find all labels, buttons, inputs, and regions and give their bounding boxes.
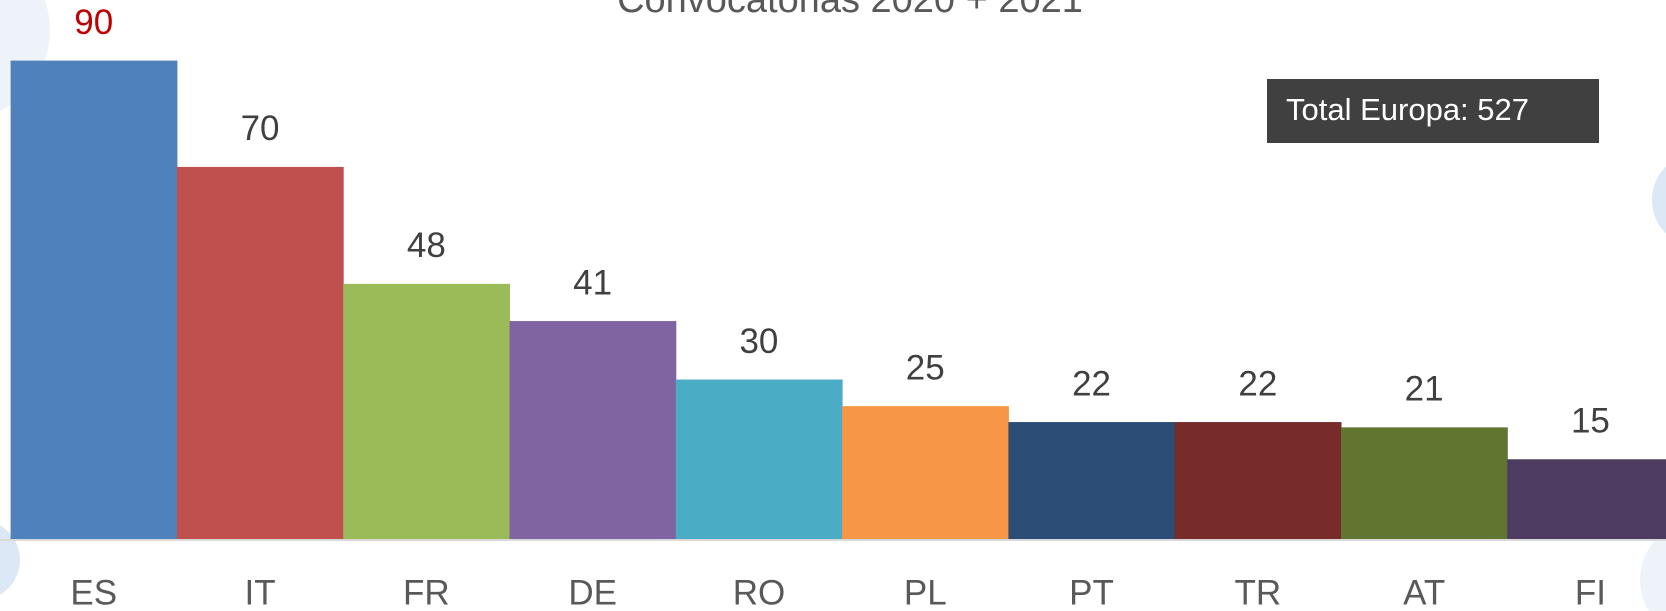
data-label: 15 — [1571, 402, 1610, 441]
bar — [1008, 422, 1176, 539]
bar — [842, 406, 1009, 539]
bar — [176, 166, 344, 539]
decor-circle — [0, 525, 20, 595]
x-tick-label: PL — [904, 573, 947, 611]
bar — [675, 379, 843, 539]
bar — [343, 283, 510, 539]
data-label: 22 — [1238, 364, 1277, 403]
data-label: 48 — [407, 226, 446, 265]
x-tick-label: ES — [70, 573, 117, 611]
annotation: Total Europa: 527 — [1286, 92, 1529, 127]
decor-circle — [1640, 530, 1666, 611]
bar — [1174, 422, 1342, 539]
x-tick-label: TR — [1235, 573, 1282, 611]
bar — [10, 60, 178, 539]
bar — [509, 321, 677, 539]
bar — [1507, 459, 1666, 539]
data-label: 90 — [74, 3, 113, 42]
data-label: 21 — [1405, 370, 1444, 409]
data-label: 22 — [1072, 364, 1111, 403]
decor-circle — [1652, 166, 1666, 234]
data-label: 25 — [906, 348, 945, 387]
x-tick-label: FR — [403, 573, 450, 611]
x-tick-label: DE — [568, 573, 617, 611]
data-label: 70 — [241, 109, 280, 148]
data-label: 41 — [573, 263, 612, 302]
annotation-box — [1267, 79, 1599, 143]
data-label: 30 — [739, 322, 778, 361]
x-tick-label: FI — [1575, 573, 1606, 611]
x-tick-label: IT — [244, 573, 275, 611]
x-tick-label: AT — [1403, 573, 1445, 611]
x-tick-label: PT — [1069, 573, 1114, 611]
x-tick-label: RO — [733, 573, 786, 611]
chart-title: Convocatorias 2020 + 2021 — [617, 0, 1083, 21]
bar — [1341, 427, 1508, 539]
